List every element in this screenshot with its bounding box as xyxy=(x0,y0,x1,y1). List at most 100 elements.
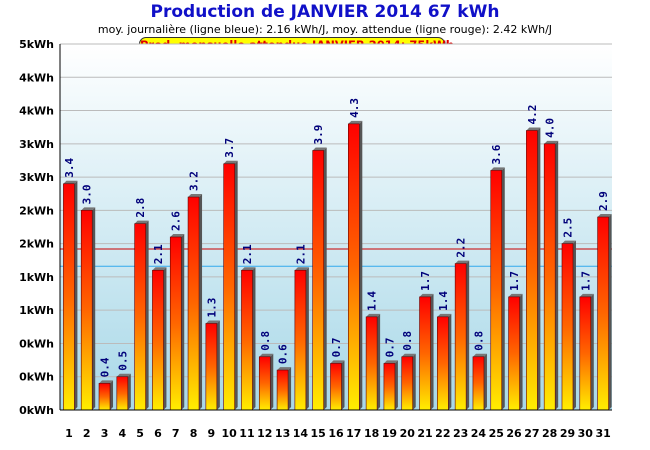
value-label: 1.3 xyxy=(205,298,218,318)
x-tick-label: 31 xyxy=(595,427,610,440)
bar-side xyxy=(608,214,612,410)
bar xyxy=(383,363,396,411)
x-tick-label: 5 xyxy=(136,427,144,440)
bar-top xyxy=(99,380,114,384)
bar-top xyxy=(294,267,309,271)
bar-side xyxy=(537,127,541,410)
bar-side xyxy=(163,267,167,410)
bar-top xyxy=(401,353,416,357)
bar-top xyxy=(472,353,487,357)
bar-side xyxy=(199,194,203,410)
value-label: 0.7 xyxy=(330,338,343,358)
value-label: 4.3 xyxy=(348,98,361,118)
x-tick-label: 13 xyxy=(275,427,290,440)
value-label: 4.2 xyxy=(526,105,539,125)
bar-top xyxy=(579,293,594,297)
bar xyxy=(597,216,609,411)
bar xyxy=(561,243,574,411)
bar-top xyxy=(437,313,452,317)
y-tick-label: 0kWh xyxy=(19,404,54,417)
bar-top xyxy=(561,240,576,244)
bar-side xyxy=(305,267,309,410)
bar-side xyxy=(359,120,363,410)
bar-side xyxy=(252,267,256,410)
bar xyxy=(169,236,182,411)
bar xyxy=(276,369,289,411)
value-label: 3.6 xyxy=(490,144,503,164)
value-label: 3.4 xyxy=(63,158,76,178)
x-tick-label: 14 xyxy=(293,427,309,440)
x-tick-label: 22 xyxy=(435,427,450,440)
value-label: 1.4 xyxy=(437,291,450,311)
bar xyxy=(365,316,378,411)
bar xyxy=(241,269,253,411)
bar xyxy=(401,356,414,411)
bar-side xyxy=(323,147,327,411)
bar-top xyxy=(508,293,523,297)
bar-side xyxy=(145,220,149,410)
x-tick-label: 10 xyxy=(222,427,238,440)
y-tick-label: 1kWh xyxy=(19,304,54,317)
value-label: 0.8 xyxy=(472,331,485,351)
bar xyxy=(490,170,503,411)
value-label: 0.8 xyxy=(259,331,272,351)
bar xyxy=(294,269,307,411)
value-label: 3.0 xyxy=(81,184,94,204)
bar-top xyxy=(241,267,256,271)
bar-side xyxy=(590,293,594,410)
bar-side xyxy=(501,167,505,410)
value-label: 0.5 xyxy=(116,351,129,371)
bar-top xyxy=(330,360,345,364)
y-tick-label: 4kWh xyxy=(19,105,54,118)
x-tick-label: 23 xyxy=(453,427,468,440)
bar xyxy=(526,130,538,411)
x-tick-label: 21 xyxy=(417,427,432,440)
value-label: 2.1 xyxy=(241,244,254,264)
x-tick-label: 16 xyxy=(328,427,344,440)
x-tick-label: 4 xyxy=(118,427,126,440)
bar xyxy=(152,269,164,411)
x-tick-label: 19 xyxy=(382,427,397,440)
bar-side xyxy=(430,293,434,410)
x-tick-label: 18 xyxy=(364,427,379,440)
value-label: 2.5 xyxy=(561,218,574,238)
bar xyxy=(98,383,111,411)
y-tick-label: 0kWh xyxy=(19,337,54,350)
value-label: 2.6 xyxy=(170,211,183,231)
value-label: 2.1 xyxy=(152,244,165,264)
x-tick-label: 15 xyxy=(311,427,326,440)
bar-side xyxy=(270,353,274,410)
bar-top xyxy=(277,367,292,371)
bar xyxy=(223,163,235,411)
x-tick-label: 30 xyxy=(578,427,594,440)
bar-side xyxy=(234,160,238,410)
bar-side xyxy=(483,353,487,410)
x-tick-label: 2 xyxy=(83,427,91,440)
value-label: 0.6 xyxy=(277,344,290,364)
x-tick-label: 29 xyxy=(560,427,575,440)
value-label: 2.8 xyxy=(134,198,147,218)
bar-top xyxy=(170,233,185,237)
bar-top xyxy=(526,127,541,131)
y-tick-label: 2kWh xyxy=(19,238,54,251)
bar-side xyxy=(448,313,452,410)
bar xyxy=(205,323,218,411)
bar-top xyxy=(223,160,238,164)
bar-side xyxy=(127,373,131,410)
value-label: 2.1 xyxy=(294,244,307,264)
x-tick-label: 24 xyxy=(471,427,487,440)
value-label: 1.4 xyxy=(366,291,379,311)
bar xyxy=(508,296,520,411)
bar xyxy=(543,143,556,411)
bar xyxy=(348,123,360,411)
bar xyxy=(472,356,485,411)
bar xyxy=(454,263,467,411)
value-label: 2.2 xyxy=(455,238,468,258)
bar-top xyxy=(188,194,203,198)
bar-top xyxy=(597,214,612,218)
x-tick-label: 9 xyxy=(208,427,216,440)
x-tick-label: 11 xyxy=(239,427,254,440)
bar-top xyxy=(259,353,274,357)
bar-top xyxy=(134,220,149,224)
